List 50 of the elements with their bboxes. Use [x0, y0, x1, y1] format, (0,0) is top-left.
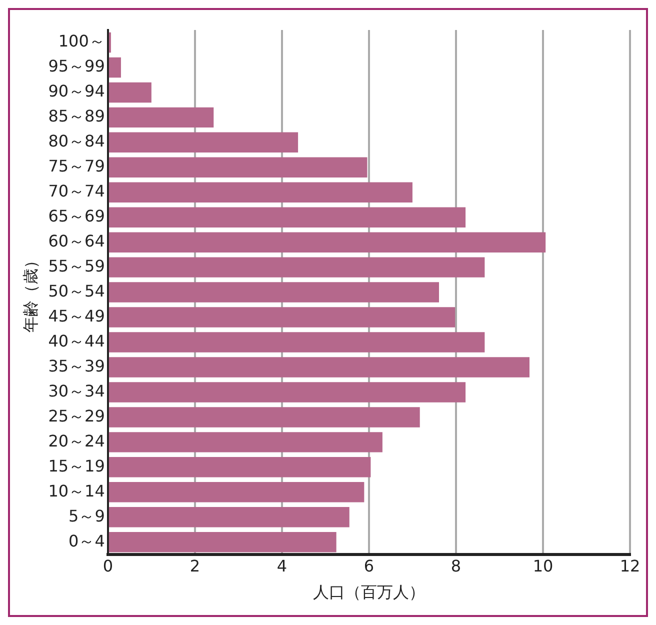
y-tick-label: 55～59	[48, 256, 105, 276]
y-axis-title: 年齢（歳）	[20, 252, 40, 332]
bar	[108, 507, 350, 528]
x-tick-label: 8	[450, 556, 462, 576]
y-tick-label: 60～64	[48, 231, 105, 250]
y-tick-label: 20～24	[48, 431, 105, 450]
bar	[108, 82, 152, 103]
y-tick-label: 10～14	[48, 481, 105, 500]
bar	[108, 307, 456, 328]
bar	[108, 157, 368, 178]
y-tick-label: 5～9	[68, 506, 105, 526]
y-tick-label: 95～99	[48, 56, 105, 76]
bar	[108, 132, 298, 153]
x-tick-label: 6	[364, 556, 374, 576]
x-tick-label: 12	[620, 556, 640, 576]
bar	[108, 57, 121, 78]
x-tick-label: 0	[102, 556, 114, 576]
x-tick-label: 10	[532, 556, 554, 576]
y-tick-label: 50～54	[48, 281, 105, 300]
x-tick-label: 2	[190, 556, 200, 576]
bar	[108, 432, 382, 452]
y-tick-label: 45～49	[48, 306, 105, 326]
bar	[108, 232, 546, 252]
y-tick-label: 35～39	[48, 356, 105, 376]
y-tick-label: 90～94	[48, 82, 105, 101]
bar	[108, 357, 530, 378]
y-tick-label: 15～19	[48, 456, 105, 476]
y-tick-label: 75～79	[48, 156, 105, 176]
bar	[108, 107, 214, 128]
bar	[108, 332, 485, 352]
bar	[108, 482, 364, 502]
y-tick-label: 70～74	[48, 182, 105, 201]
y-tick-label: 30～34	[48, 381, 105, 400]
bar	[108, 257, 485, 278]
y-tick-label: 80～84	[48, 132, 105, 151]
bar	[108, 282, 440, 302]
bar	[108, 182, 412, 202]
bar	[108, 407, 420, 428]
bar	[108, 532, 336, 552]
y-tick-label: 0～4	[68, 531, 105, 550]
y-tick-label: 85～89	[48, 106, 105, 126]
y-tick-label: 25～29	[48, 406, 105, 426]
y-tick-label: 65～69	[48, 206, 105, 226]
y-tick-label: 100～	[58, 32, 105, 51]
x-axis-title: 人口（百万人）	[312, 582, 425, 602]
bar	[108, 207, 466, 228]
y-tick-label: 40～44	[48, 331, 105, 350]
bar	[108, 457, 371, 478]
x-tick-label: 4	[276, 556, 288, 576]
bar	[108, 382, 466, 402]
